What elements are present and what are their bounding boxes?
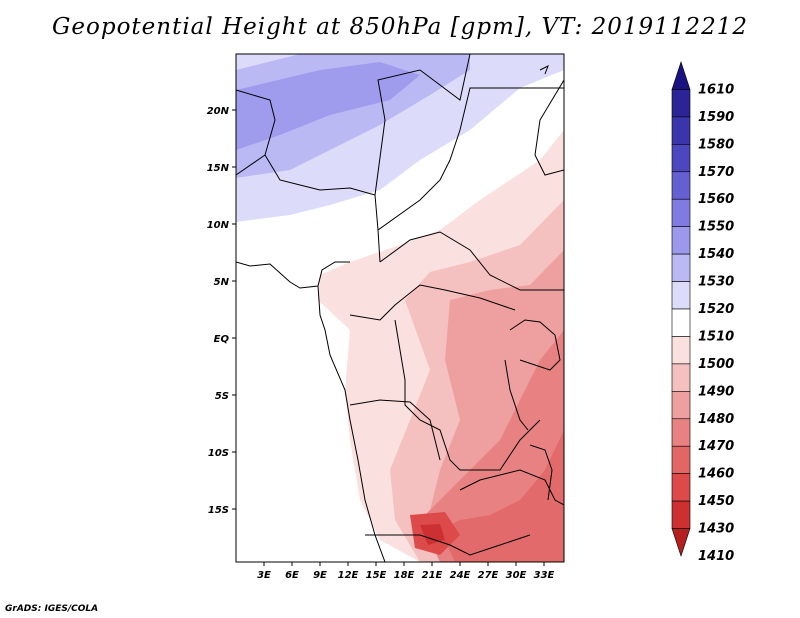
colorbar-segment bbox=[671, 171, 691, 200]
colorbar-label: 1510 bbox=[698, 329, 734, 344]
colorbar-segment bbox=[671, 528, 691, 557]
lon-label: 27E bbox=[478, 570, 499, 581]
colorbar-label: 1430 bbox=[698, 522, 734, 537]
lon-axis: 3E 6E 9E 12E 15E 18E 21E 24E 27E 30E 33E bbox=[257, 562, 555, 581]
colorbar-label: 1460 bbox=[698, 467, 734, 482]
map-frame bbox=[235, 53, 565, 563]
colorbar-label: 1520 bbox=[698, 302, 734, 317]
colorbar-segment bbox=[671, 61, 691, 90]
lat-axis: 20N 15N 10N 5N EQ 5S 10S 15S bbox=[207, 106, 236, 516]
lon-label: 15E bbox=[366, 570, 387, 581]
lon-label: 18E bbox=[394, 570, 415, 581]
colorbar-segment bbox=[671, 281, 691, 310]
lat-label: 20N bbox=[207, 106, 230, 117]
colorbar-label: 1580 bbox=[698, 137, 734, 152]
lat-label: 5N bbox=[214, 277, 230, 288]
colorbar-segment bbox=[671, 253, 691, 282]
colorbar-segment bbox=[671, 308, 691, 337]
colorbar-label: 1410 bbox=[698, 549, 734, 564]
colorbar: 1610 1590 1580 1570 1560 1550 1540 1530 1520 1510… bbox=[671, 61, 734, 564]
lat-label: 15S bbox=[208, 505, 229, 516]
contour-field bbox=[236, 54, 564, 562]
colorbar-segment bbox=[671, 473, 691, 502]
map-title: Geopotential Height at 850hPa [gpm], VT:… bbox=[52, 14, 748, 40]
colorbar-segment bbox=[671, 144, 691, 173]
colorbar-label: 1560 bbox=[698, 192, 734, 207]
colorbar-label: 1450 bbox=[698, 494, 734, 509]
lon-label: 9E bbox=[313, 570, 327, 581]
lon-label: 30E bbox=[506, 570, 527, 581]
lon-label: 3E bbox=[257, 570, 271, 581]
lat-label: EQ bbox=[214, 334, 230, 345]
colorbar-label: 1470 bbox=[698, 439, 734, 454]
lat-label: 15N bbox=[207, 163, 230, 174]
colorbar-segment bbox=[671, 226, 691, 255]
lat-label: 10S bbox=[208, 448, 229, 459]
colorbar-label: 1490 bbox=[698, 384, 734, 399]
lon-label: 12E bbox=[338, 570, 359, 581]
colorbar-label: 1570 bbox=[698, 165, 734, 180]
lon-label: 33E bbox=[534, 570, 555, 581]
colorbar-segment bbox=[671, 198, 691, 227]
lon-label: 24E bbox=[450, 570, 471, 581]
colorbar-segment bbox=[671, 89, 691, 118]
lat-label: 10N bbox=[207, 220, 230, 231]
colorbar-label: 1530 bbox=[698, 275, 734, 290]
colorbar-segment bbox=[671, 363, 691, 392]
lon-label: 21E bbox=[422, 570, 443, 581]
colorbar-segment bbox=[671, 336, 691, 365]
colorbar-segment bbox=[671, 391, 691, 420]
colorbar-segment bbox=[671, 500, 691, 529]
lat-label: 5S bbox=[215, 391, 229, 402]
colorbar-label: 1500 bbox=[698, 357, 734, 372]
lon-label: 6E bbox=[285, 570, 299, 581]
colorbar-label: 1480 bbox=[698, 412, 734, 427]
credit-text: GrADS: IGES/COLA bbox=[5, 604, 99, 614]
colorbar-label: 1550 bbox=[698, 220, 734, 235]
colorbar-label: 1590 bbox=[698, 110, 734, 125]
colorbar-segment bbox=[671, 445, 691, 474]
colorbar-label: 1540 bbox=[698, 247, 734, 262]
colorbar-segment bbox=[671, 418, 691, 447]
colorbar-label: 1610 bbox=[698, 82, 734, 97]
colorbar-segment bbox=[671, 116, 691, 145]
